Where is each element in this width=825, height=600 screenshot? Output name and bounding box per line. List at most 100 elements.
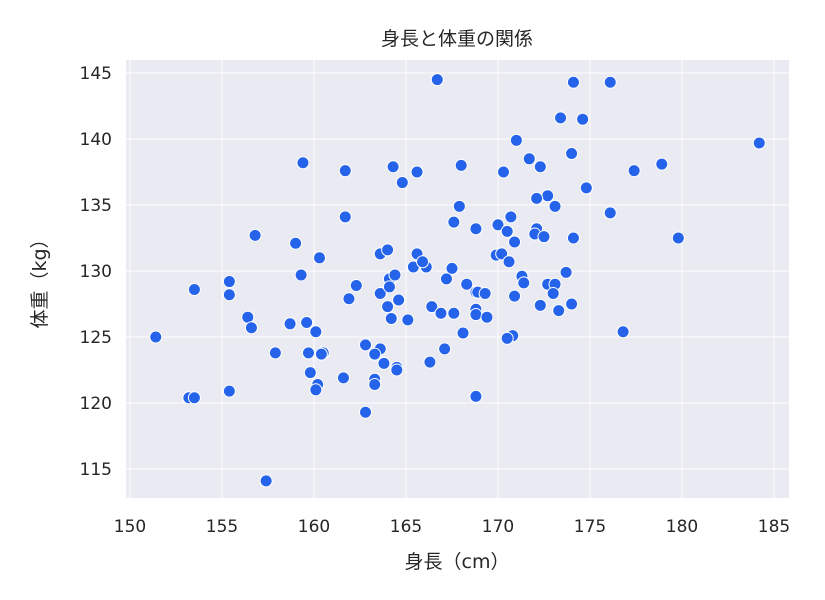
data-point bbox=[381, 300, 395, 314]
data-point bbox=[500, 224, 514, 238]
y-axis-ticks: 115 120 125 130 135 140 145 bbox=[80, 64, 112, 480]
data-point bbox=[425, 300, 439, 314]
data-point bbox=[268, 346, 282, 360]
data-point bbox=[222, 275, 236, 289]
data-point bbox=[537, 230, 551, 244]
x-tick-label: 150 bbox=[114, 517, 146, 537]
x-tick-label: 160 bbox=[298, 517, 330, 537]
data-point bbox=[336, 371, 350, 385]
data-point bbox=[522, 152, 536, 166]
data-point bbox=[349, 279, 363, 293]
data-point bbox=[401, 313, 415, 327]
data-point bbox=[395, 176, 409, 190]
chart-title: 身長と体重の関係 bbox=[381, 28, 533, 50]
data-point bbox=[447, 215, 461, 229]
data-point bbox=[439, 272, 453, 286]
data-point bbox=[438, 342, 452, 356]
data-point bbox=[559, 265, 573, 279]
data-point bbox=[384, 312, 398, 326]
data-point bbox=[283, 317, 297, 331]
data-point bbox=[469, 222, 483, 236]
data-point bbox=[222, 288, 236, 302]
data-point bbox=[430, 73, 444, 87]
data-point bbox=[552, 304, 566, 318]
data-point bbox=[222, 384, 236, 398]
data-point bbox=[603, 206, 617, 220]
data-point bbox=[373, 286, 387, 300]
y-tick-label: 115 bbox=[80, 460, 112, 480]
data-point bbox=[546, 286, 560, 300]
data-point bbox=[359, 405, 373, 419]
y-tick-label: 145 bbox=[80, 64, 112, 84]
data-point bbox=[248, 228, 262, 242]
data-point bbox=[752, 136, 766, 150]
data-point bbox=[313, 251, 327, 265]
data-point bbox=[259, 474, 273, 488]
data-point bbox=[410, 165, 424, 179]
data-point bbox=[452, 199, 466, 213]
data-point bbox=[566, 231, 580, 245]
data-point bbox=[533, 160, 547, 174]
data-point bbox=[548, 199, 562, 213]
data-point bbox=[541, 189, 555, 203]
data-point bbox=[671, 231, 685, 245]
data-point bbox=[469, 308, 483, 322]
data-point bbox=[309, 383, 323, 397]
data-point bbox=[579, 181, 593, 195]
y-tick-label: 135 bbox=[80, 196, 112, 216]
data-point bbox=[149, 330, 163, 344]
x-tick-label: 165 bbox=[390, 517, 422, 537]
data-point bbox=[491, 218, 505, 232]
data-point bbox=[416, 255, 430, 269]
grid-lines bbox=[126, 60, 789, 498]
data-point bbox=[359, 338, 373, 352]
data-point bbox=[456, 326, 470, 340]
data-point bbox=[423, 355, 437, 369]
data-point bbox=[381, 243, 395, 257]
data-point bbox=[386, 160, 400, 174]
data-point bbox=[338, 210, 352, 224]
y-axis-label: 体重（kg） bbox=[29, 229, 51, 328]
x-tick-label: 155 bbox=[206, 517, 238, 537]
x-tick-label: 180 bbox=[666, 517, 698, 537]
x-axis-ticks: 150 155 160 165 170 175 180 185 bbox=[114, 517, 790, 537]
data-point bbox=[301, 346, 315, 360]
data-point bbox=[576, 112, 590, 126]
data-point bbox=[368, 347, 382, 361]
data-point bbox=[655, 157, 669, 171]
data-point bbox=[382, 280, 396, 294]
data-point bbox=[388, 268, 402, 282]
y-tick-label: 120 bbox=[80, 394, 112, 414]
data-point bbox=[309, 325, 323, 339]
data-point bbox=[508, 289, 522, 303]
data-point bbox=[338, 164, 352, 178]
data-point bbox=[377, 356, 391, 370]
data-point bbox=[480, 310, 494, 324]
data-point bbox=[303, 366, 317, 380]
data-point bbox=[392, 293, 406, 307]
data-point bbox=[616, 325, 630, 339]
data-point bbox=[517, 276, 531, 290]
data-point bbox=[244, 321, 258, 335]
data-point bbox=[294, 268, 308, 282]
data-point bbox=[508, 235, 522, 249]
data-point bbox=[500, 331, 514, 345]
y-tick-label: 125 bbox=[80, 328, 112, 348]
data-point bbox=[187, 282, 201, 296]
data-point bbox=[342, 292, 356, 306]
data-point bbox=[530, 191, 544, 205]
data-point bbox=[447, 306, 461, 320]
x-tick-label: 170 bbox=[482, 517, 514, 537]
data-point bbox=[495, 247, 509, 261]
data-points bbox=[149, 73, 766, 488]
data-point bbox=[554, 111, 568, 125]
data-point bbox=[390, 363, 404, 377]
y-tick-label: 130 bbox=[80, 262, 112, 282]
data-point bbox=[504, 210, 518, 224]
y-tick-label: 140 bbox=[80, 130, 112, 150]
x-tick-label: 175 bbox=[574, 517, 606, 537]
data-point bbox=[565, 297, 579, 311]
data-point bbox=[187, 391, 201, 405]
data-point bbox=[565, 147, 579, 161]
